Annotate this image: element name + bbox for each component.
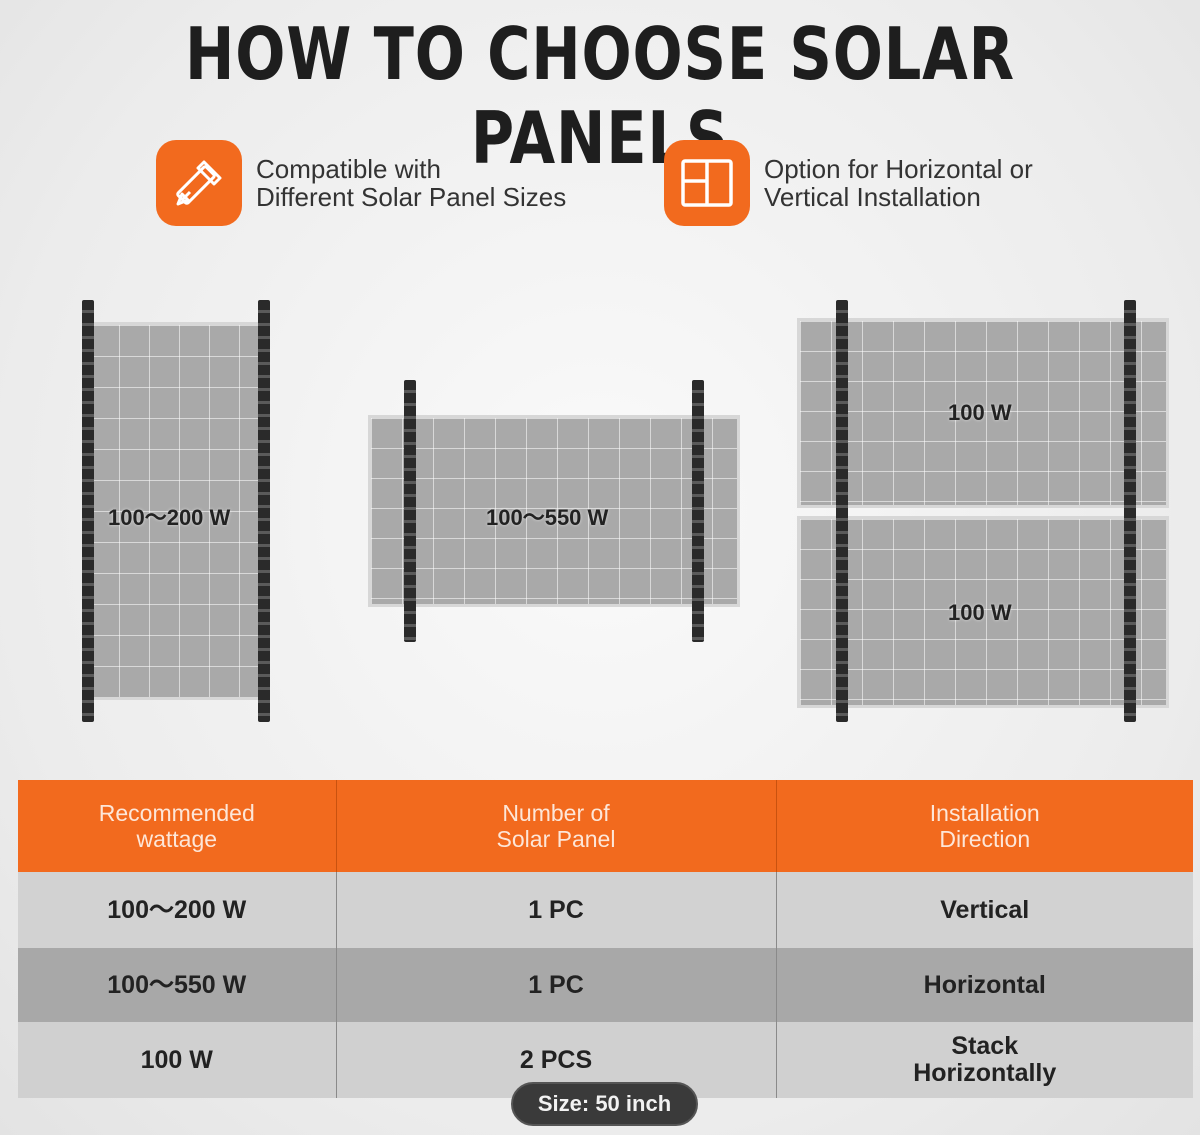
table-row: 100～550 W 1 PC Horizontal [18,948,1193,1022]
horizontal-panel-label: 100～550 W [486,505,609,530]
cell-direction: Horizontal [776,948,1193,1022]
feature-compatible-sizes: Compatible with Different Solar Panel Si… [156,140,566,226]
cell-direction: Vertical [776,872,1193,948]
vertical-panel-label: 100～200 W [108,505,231,530]
vertical-solar-panel [86,322,266,700]
mounting-rail-right [1124,300,1136,722]
cell-count: 1 PC [336,948,777,1022]
stacked-solar-panel-top [797,318,1169,508]
stacked-bottom-label: 100 W [948,600,1012,625]
cell-wattage: 100～200 W [18,872,337,948]
mounting-rail-right [258,300,270,722]
table-row: 100 W 2 PCS Stack Horizontally [18,1022,1193,1098]
mounting-rail-left [836,300,848,722]
mounting-rail-left [82,300,94,722]
table-row: 100～200 W 1 PC Vertical [18,872,1193,948]
resize-pencil-ruler-icon [156,140,242,226]
stacked-top-label: 100 W [948,400,1012,425]
header-installation-direction: Installation Direction [776,780,1193,872]
mounting-rail-right [692,380,704,642]
feature-installation-option: Option for Horizontal or Vertical Instal… [664,140,1033,226]
header-number-of-panels: Number of Solar Panel [336,780,777,872]
cell-count: 1 PC [336,872,777,948]
size-badge: Size: 50 inch [511,1082,698,1126]
header-recommended-wattage: Recommended wattage [18,780,337,872]
feature-text: Compatible with Different Solar Panel Si… [256,154,567,212]
layout-split-icon [664,140,750,226]
page-title: HOW TO CHOOSE SOLAR PANELS [185,12,1015,180]
stacked-solar-panel-bottom [797,516,1169,708]
cell-wattage: 100 W [18,1022,337,1098]
recommendation-table: Recommended wattage Number of Solar Pane… [18,780,1193,1098]
feature-text: Option for Horizontal or Vertical Instal… [764,154,1033,212]
cell-direction: Stack Horizontally [776,1022,1193,1098]
cell-wattage: 100～550 W [18,948,337,1022]
mounting-rail-left [404,380,416,642]
horizontal-solar-panel [368,415,740,607]
